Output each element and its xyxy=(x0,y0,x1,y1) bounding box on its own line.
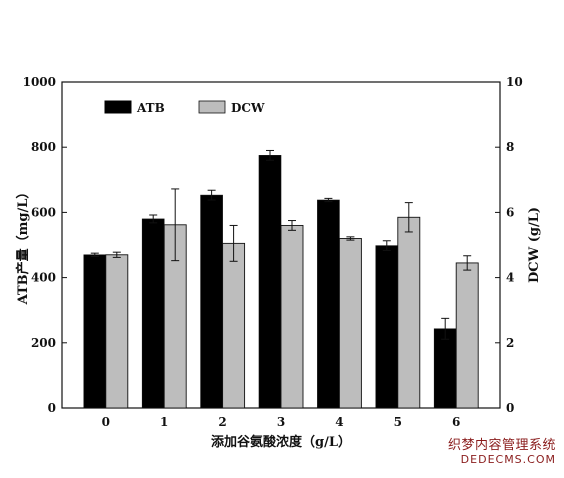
right-tick-label: 2 xyxy=(506,336,514,350)
left-axis-title: ATB产量（mg/L） xyxy=(15,186,31,306)
right-tick-label: 8 xyxy=(506,140,514,154)
x-tick-label: 0 xyxy=(102,415,110,429)
x-tick-label: 6 xyxy=(452,415,460,429)
legend-swatch-dcw xyxy=(198,100,226,114)
bar-atb-3 xyxy=(258,155,282,409)
right-tick-label: 4 xyxy=(506,271,514,285)
error-bars-group xyxy=(90,149,472,340)
bar-dcw-5 xyxy=(397,216,421,409)
bar-dcw-4 xyxy=(338,238,362,409)
x-tick-label: 4 xyxy=(335,415,343,429)
bar-dcw-0 xyxy=(105,254,129,409)
right-tick-label: 0 xyxy=(506,401,514,415)
x-tick-label: 5 xyxy=(394,415,402,429)
bar-atb-6 xyxy=(433,328,457,409)
bar-dcw-2 xyxy=(222,242,246,409)
bar-dcw-3 xyxy=(280,224,304,409)
watermark-line1: 织梦内容管理系统 xyxy=(447,438,556,453)
watermark: 织梦内容管理系统 DEDECMS.COM xyxy=(448,434,556,466)
bar-atb-4 xyxy=(317,199,340,409)
x-axis-title: 添加谷氨酸浓度（g/L） xyxy=(211,434,351,450)
bar-atb-0 xyxy=(83,254,107,409)
right-tick-label: 6 xyxy=(506,205,514,219)
x-tick-label: 2 xyxy=(218,415,226,429)
bars-group xyxy=(83,155,479,409)
bar-atb-2 xyxy=(200,194,223,409)
bar-atb-5 xyxy=(375,245,399,409)
watermark-line2: DEDECMS.COM xyxy=(460,453,556,466)
right-axis-title: DCW (g/L) xyxy=(527,207,542,283)
right-axis-ticks: 0 2 4 6 8 10 xyxy=(495,75,523,415)
left-tick-label: 400 xyxy=(31,271,56,285)
left-tick-label: 0 xyxy=(48,401,56,415)
legend-swatch-atb xyxy=(104,100,132,114)
x-tick-label: 3 xyxy=(277,415,285,429)
bar-dcw-6 xyxy=(455,262,479,409)
left-tick-label: 800 xyxy=(31,140,56,154)
right-tick-label: 10 xyxy=(506,75,523,89)
left-tick-label: 1000 xyxy=(23,75,56,89)
left-tick-label: 200 xyxy=(31,336,56,350)
left-tick-label: 600 xyxy=(31,205,56,219)
legend-label-atb: ATB xyxy=(136,101,165,115)
x-tick-label: 1 xyxy=(160,415,168,429)
legend: ATB DCW xyxy=(104,100,265,115)
bar-atb-1 xyxy=(141,218,165,409)
legend-label-dcw: DCW xyxy=(231,101,265,115)
left-axis-ticks: 0 200 400 600 800 1000 xyxy=(23,75,67,415)
